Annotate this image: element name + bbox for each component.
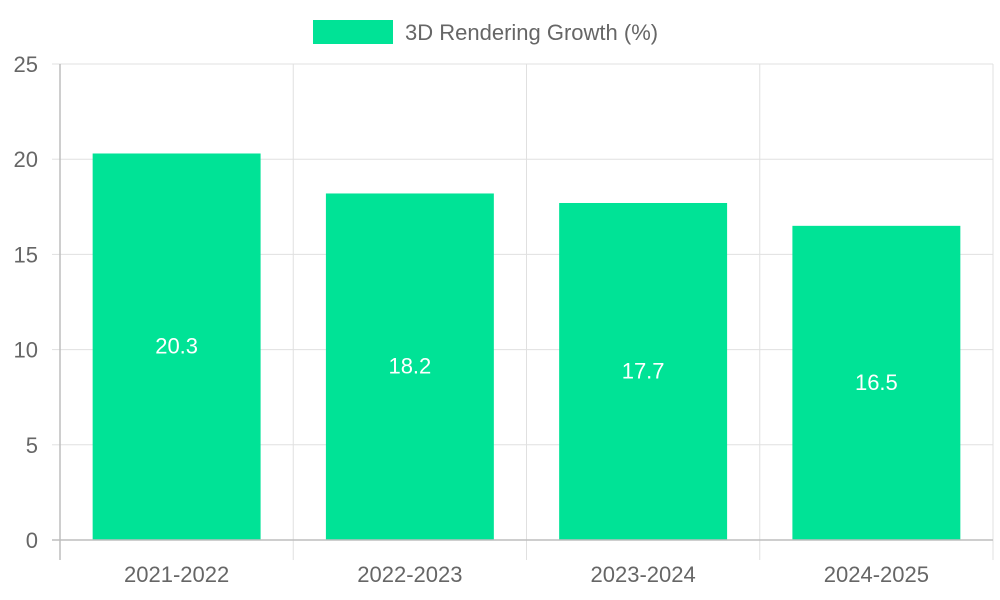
bar-2024-2025[interactable]	[792, 225, 961, 540]
y-tick-label: 20	[14, 147, 38, 172]
bars	[92, 153, 961, 541]
labels: 0 5 10 15 20 25 20.3 2021-2022 18.2 2022-2023 17.7…	[14, 52, 929, 587]
x-tick-label: 2024-2025	[824, 562, 929, 587]
bar-data-label: 16.5	[855, 370, 898, 395]
axes	[52, 63, 993, 560]
legend-label: 3D Rendering Growth (%)	[405, 20, 658, 45]
bar-data-label: 20.3	[155, 334, 198, 359]
x-tick-label: 2023-2024	[591, 562, 696, 587]
y-tick-label: 10	[14, 338, 38, 363]
y-tick-label: 15	[14, 242, 38, 267]
y-tick-label: 5	[26, 433, 38, 458]
bar-data-label: 17.7	[622, 358, 665, 383]
bar-2022-2023[interactable]	[325, 193, 494, 541]
bar-data-label: 18.2	[388, 354, 431, 379]
x-tick-label: 2021-2022	[124, 562, 229, 587]
y-tick-label: 0	[26, 528, 38, 553]
legend[interactable]: 3D Rendering Growth (%)	[313, 20, 658, 45]
bar-2023-2024[interactable]	[559, 202, 728, 540]
bar-2021-2022[interactable]	[92, 153, 261, 540]
legend-swatch	[313, 20, 393, 44]
x-tick-label: 2022-2023	[357, 562, 462, 587]
y-tick-label: 25	[14, 52, 38, 77]
